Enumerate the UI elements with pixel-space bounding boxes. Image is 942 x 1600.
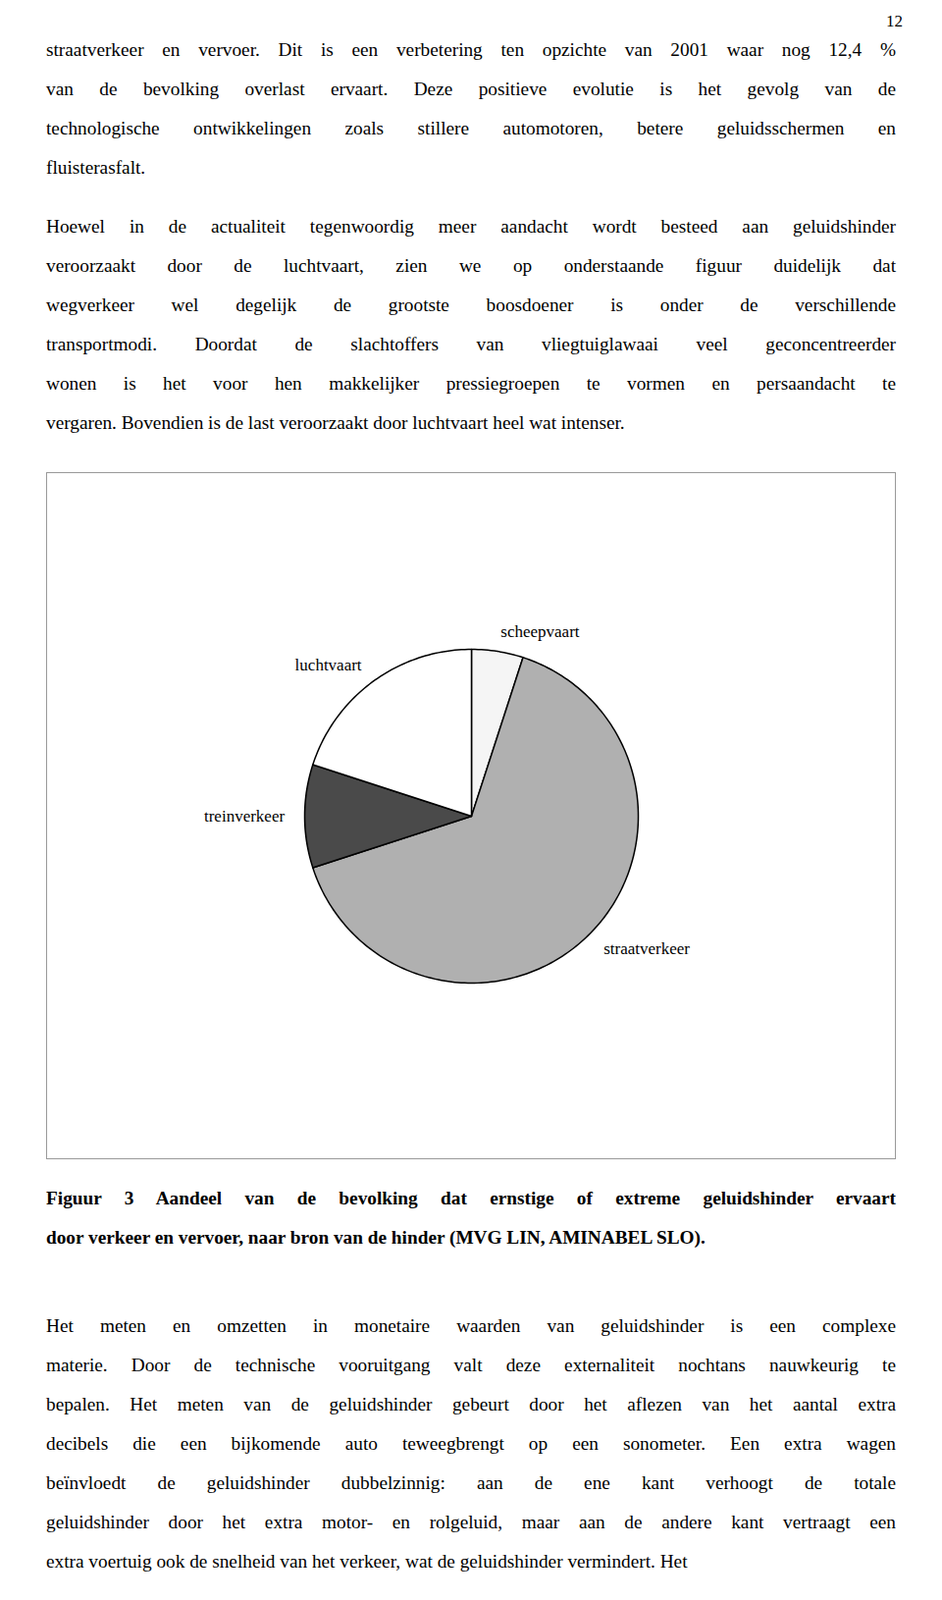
html-text:vergaren. Bovendien is de last: vergaren. Bovendien is de last veroorzaa… bbox=[46, 412, 625, 433]
svg-text:straatverkeer: straatverkeer bbox=[603, 939, 690, 958]
html-text:decibels die een bijkomende au: decibels die een bijkomende auto teweegb… bbox=[46, 1432, 896, 1454]
html-text:beïnvloedt de geluidshinder du: beïnvloedt de geluidshinder dubbelzinnig… bbox=[46, 1471, 896, 1493]
html-text:fluisterasfalt.: fluisterasfalt. bbox=[46, 157, 146, 178]
html-text:extra voertuig ook de snelheid: extra voertuig ook de snelheid van het v… bbox=[46, 1550, 688, 1571]
html-text:technologische ontwikkelingen: technologische ontwikkelingen zoals stil… bbox=[46, 117, 896, 139]
html-text:bepalen. Het meten van de gelu: bepalen. Het meten van de geluidshinder … bbox=[46, 1393, 896, 1414]
html-text:transportmodi. Doordat de slac: transportmodi. Doordat de slachtoffers v… bbox=[46, 333, 896, 355]
svg-text:treinverkeer: treinverkeer bbox=[204, 806, 285, 826]
html-text:geluidshinder door het extra m: geluidshinder door het extra motor- en r… bbox=[46, 1511, 896, 1532]
svg-text:scheepvaart: scheepvaart bbox=[500, 622, 580, 641]
html-text:wonen is het voor hen makkelij: wonen is het voor hen makkelijker pressi… bbox=[46, 372, 896, 394]
svg-text:luchtvaart: luchtvaart bbox=[295, 655, 363, 675]
html-text:van de bevolking overlast erva: van de bevolking overlast ervaart. Deze … bbox=[46, 78, 896, 100]
html-text:wegverkeer wel degelijk de gro: wegverkeer wel degelijk de grootste boos… bbox=[46, 294, 896, 315]
html-text:door verkeer en vervoer, naar: door verkeer en vervoer, naar bron van d… bbox=[46, 1226, 706, 1248]
html-text:straatverkeer en vervoer. Dit: straatverkeer en vervoer. Dit is een ver… bbox=[46, 39, 896, 60]
html-text:materie. Door de technische vo: materie. Door de technische vooruitgang … bbox=[46, 1354, 896, 1375]
html-text:Het meten en omzetten in monet: Het meten en omzetten in monetaire waard… bbox=[46, 1314, 896, 1336]
html-text:Hoewel in de actualiteit tegen: Hoewel in de actualiteit tegenwoordig me… bbox=[46, 215, 896, 237]
html-text:12: 12 bbox=[886, 11, 903, 31]
html-text:Figuur 3 Aandeel van de bevolk: Figuur 3 Aandeel van de bevolking dat er… bbox=[46, 1187, 896, 1208]
html-text:veroorzaakt door de luchtvaart: veroorzaakt door de luchtvaart, zien we … bbox=[46, 255, 896, 276]
